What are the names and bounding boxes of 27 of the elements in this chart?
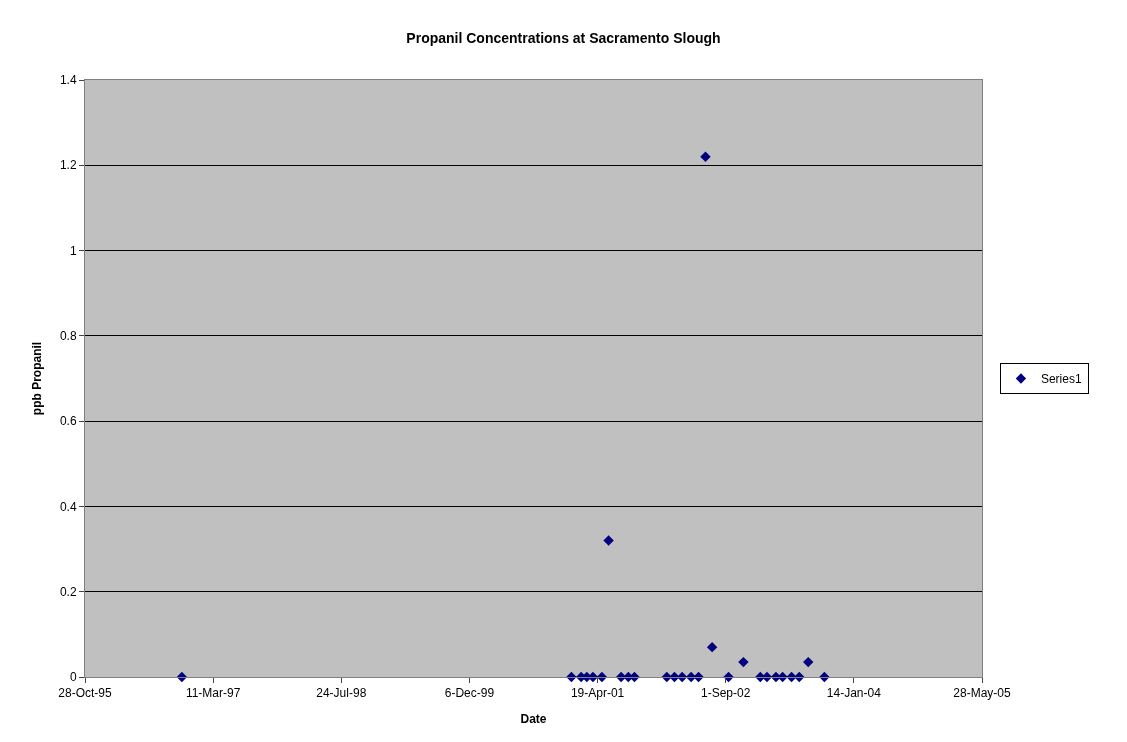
y-axis-title: ppb Propanil: [30, 341, 45, 416]
y-tick-label: 1: [69, 243, 77, 258]
y-tick-label: 0: [69, 670, 77, 685]
y-tick-label: 0.8: [59, 329, 77, 344]
y-tick-label: 1.2: [59, 158, 77, 173]
x-tick-label: 28-Oct-95: [58, 686, 112, 701]
x-tick-label: 1-Sep-02: [701, 686, 751, 701]
x-tick-label: 24-Jul-98: [316, 686, 367, 701]
point: [738, 656, 749, 668]
point: [803, 656, 814, 668]
x-tick-label: 28-May-05: [953, 686, 1011, 701]
chart-title: Propanil Concentrations at Sacramento Slough: [406, 30, 721, 47]
legend-label: Series1: [1040, 372, 1082, 387]
x-tick-label: 6-Dec-99: [444, 686, 495, 701]
x-tick-label: 11-Mar-97: [185, 686, 241, 701]
point: [700, 151, 711, 162]
x-axis-title: Date: [520, 712, 547, 727]
point: [596, 671, 608, 683]
y-tick-label: 0.4: [59, 499, 77, 514]
point: [603, 535, 614, 546]
y-tick-label: 0.6: [59, 414, 77, 429]
x-tick-label: 14-Jan-04: [826, 686, 882, 701]
point: [176, 671, 188, 683]
point: [706, 641, 718, 653]
x-tick-label: 19-Apr-01: [570, 686, 625, 701]
y-tick-label: 1.4: [59, 73, 77, 88]
y-tick-label: 0.2: [59, 584, 77, 599]
